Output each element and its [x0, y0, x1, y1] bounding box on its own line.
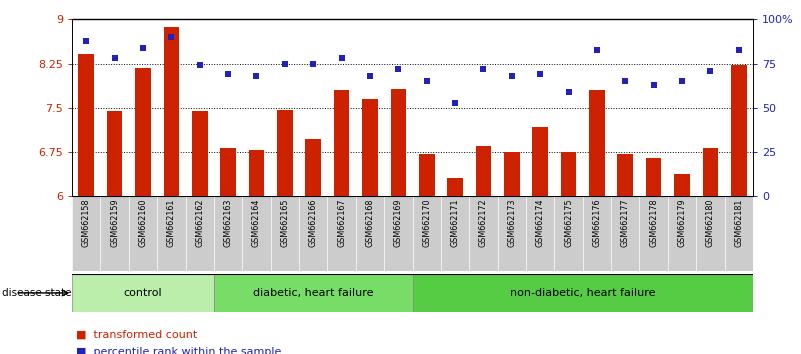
Bar [413, 196, 441, 271]
Bar [533, 127, 548, 196]
Bar [668, 196, 696, 271]
Text: GSM662180: GSM662180 [706, 199, 714, 247]
Text: control: control [123, 288, 163, 298]
Bar [447, 178, 463, 196]
Text: GSM662172: GSM662172 [479, 199, 488, 247]
Bar [214, 196, 242, 271]
Text: GSM662181: GSM662181 [735, 199, 743, 247]
Bar [646, 158, 662, 196]
Bar [504, 152, 520, 196]
Text: GSM662168: GSM662168 [365, 199, 374, 247]
Bar [107, 111, 123, 196]
Bar [157, 196, 186, 271]
Text: GSM662174: GSM662174 [536, 199, 545, 247]
Bar [476, 146, 491, 196]
Bar [639, 196, 668, 271]
Text: non-diabetic, heart failure: non-diabetic, heart failure [510, 288, 655, 298]
Bar [526, 196, 554, 271]
Bar [674, 174, 690, 196]
Bar [611, 196, 639, 271]
Text: GSM662173: GSM662173 [507, 199, 517, 247]
Bar [242, 196, 271, 271]
Text: diabetic, heart failure: diabetic, heart failure [253, 288, 373, 298]
Text: GSM662171: GSM662171 [451, 199, 460, 247]
Bar [441, 196, 469, 271]
Bar [248, 150, 264, 196]
Bar [214, 274, 413, 312]
Bar [135, 68, 151, 196]
Bar [618, 154, 633, 196]
Bar [271, 196, 299, 271]
Text: GSM662169: GSM662169 [394, 199, 403, 247]
Text: GSM662162: GSM662162 [195, 199, 204, 247]
Bar [356, 196, 384, 271]
Bar [192, 111, 207, 196]
Text: GSM662160: GSM662160 [139, 199, 147, 247]
Bar [299, 196, 328, 271]
Bar [100, 196, 129, 271]
Bar [725, 196, 753, 271]
Bar [220, 148, 236, 196]
Bar [305, 139, 321, 196]
Bar [277, 110, 292, 196]
Bar [72, 274, 214, 312]
Text: GSM662178: GSM662178 [649, 199, 658, 247]
Bar [561, 152, 577, 196]
Text: GSM662175: GSM662175 [564, 199, 573, 247]
Text: GSM662176: GSM662176 [593, 199, 602, 247]
Bar [384, 196, 413, 271]
Bar [129, 196, 157, 271]
Bar [696, 196, 725, 271]
Bar [582, 196, 611, 271]
Text: GSM662177: GSM662177 [621, 199, 630, 247]
Bar [328, 196, 356, 271]
Text: GSM662167: GSM662167 [337, 199, 346, 247]
Text: GSM662163: GSM662163 [223, 199, 232, 247]
Text: GSM662166: GSM662166 [308, 199, 318, 247]
Text: GSM662159: GSM662159 [111, 199, 119, 247]
Text: GSM662165: GSM662165 [280, 199, 289, 247]
Bar [469, 196, 497, 271]
Text: GSM662161: GSM662161 [167, 199, 176, 247]
Bar [497, 196, 526, 271]
Text: ■  percentile rank within the sample: ■ percentile rank within the sample [76, 347, 281, 354]
Bar [78, 54, 94, 196]
Bar [419, 154, 434, 196]
Bar [391, 89, 406, 196]
Bar [589, 90, 605, 196]
Bar [163, 27, 179, 196]
Bar [702, 148, 718, 196]
Bar [362, 99, 378, 196]
Bar [334, 90, 349, 196]
Bar [413, 274, 753, 312]
Bar [731, 65, 747, 196]
Text: GSM662179: GSM662179 [678, 199, 686, 247]
Text: GSM662158: GSM662158 [82, 199, 91, 247]
Bar [186, 196, 214, 271]
Text: ■  transformed count: ■ transformed count [76, 330, 197, 340]
Text: GSM662164: GSM662164 [252, 199, 261, 247]
Bar [72, 196, 100, 271]
Bar [554, 196, 582, 271]
Text: disease state: disease state [2, 288, 72, 298]
Text: GSM662170: GSM662170 [422, 199, 431, 247]
